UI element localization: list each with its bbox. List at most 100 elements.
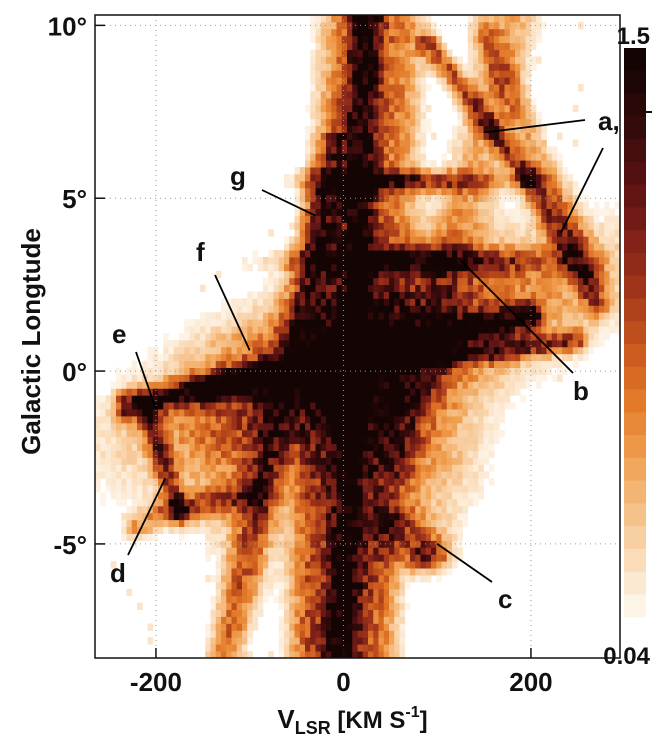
heatmap-cell bbox=[525, 97, 532, 106]
heatmap-cell bbox=[326, 630, 332, 638]
heatmap-cell bbox=[236, 602, 243, 610]
heatmap-cell bbox=[347, 104, 353, 113]
heatmap-cell bbox=[200, 422, 206, 431]
heatmap-cell bbox=[494, 284, 500, 292]
heatmap-cell bbox=[420, 333, 427, 341]
heatmap-cell bbox=[436, 471, 442, 479]
heatmap-cell bbox=[420, 305, 427, 313]
heatmap-cell bbox=[520, 167, 526, 175]
heatmap-cell bbox=[257, 519, 264, 528]
heatmap-cell bbox=[389, 457, 395, 465]
heatmap-cell bbox=[368, 416, 374, 424]
heatmap-cell bbox=[284, 457, 290, 465]
heatmap-cell bbox=[231, 436, 238, 445]
heatmap-cell bbox=[173, 478, 180, 486]
heatmap-cell bbox=[299, 492, 306, 500]
heatmap-cell bbox=[467, 146, 474, 154]
heatmap-cell bbox=[362, 346, 369, 355]
heatmap-cell bbox=[383, 588, 390, 597]
heatmap-cell bbox=[257, 485, 264, 493]
heatmap-cell bbox=[425, 222, 432, 230]
heatmap-cell bbox=[457, 353, 463, 362]
heatmap-cell bbox=[278, 263, 285, 272]
heatmap-cell bbox=[373, 512, 379, 521]
heatmap-cell bbox=[315, 485, 322, 493]
heatmap-cell bbox=[609, 215, 616, 223]
heatmap-cell bbox=[179, 464, 185, 472]
heatmap-cell bbox=[562, 243, 568, 251]
heatmap-cell bbox=[273, 595, 280, 604]
heatmap-cell bbox=[242, 256, 248, 265]
heatmap-cell bbox=[347, 616, 353, 624]
heatmap-cell bbox=[441, 526, 448, 534]
heatmap-cell bbox=[242, 498, 248, 507]
heatmap-cell bbox=[488, 478, 495, 486]
heatmap-cell bbox=[368, 201, 374, 209]
heatmap-cell bbox=[383, 568, 390, 576]
heatmap-cell bbox=[215, 422, 222, 431]
heatmap-cell bbox=[257, 498, 264, 507]
heatmap-cell bbox=[326, 554, 332, 562]
heatmap-cell bbox=[336, 644, 343, 652]
heatmap-cell bbox=[457, 139, 463, 147]
heatmap-cell bbox=[415, 194, 421, 203]
heatmap-cell bbox=[336, 263, 343, 272]
heatmap-cell bbox=[336, 215, 343, 223]
heatmap-cell bbox=[551, 215, 558, 223]
heatmap-cell bbox=[147, 353, 154, 362]
heatmap-cell bbox=[147, 498, 154, 507]
heatmap-cell bbox=[572, 270, 579, 279]
heatmap-cell bbox=[315, 360, 322, 369]
heatmap-cell bbox=[126, 381, 133, 389]
heatmap-cell bbox=[294, 595, 301, 604]
heatmap-cell bbox=[425, 505, 432, 514]
heatmap-cell bbox=[452, 174, 458, 182]
heatmap-cell bbox=[257, 409, 264, 417]
heatmap-cell bbox=[362, 457, 369, 465]
heatmap-cell bbox=[142, 360, 148, 369]
heatmap-cell bbox=[320, 215, 327, 223]
heatmap-cell bbox=[236, 595, 243, 604]
heatmap-cell bbox=[357, 125, 364, 133]
heatmap-cell bbox=[467, 215, 474, 223]
heatmap-cell bbox=[331, 540, 337, 548]
heatmap-cell bbox=[252, 547, 259, 555]
heatmap-cell bbox=[221, 588, 227, 597]
heatmap-cell bbox=[410, 298, 416, 306]
heatmap-cell bbox=[394, 194, 400, 203]
heatmap-cell bbox=[530, 339, 537, 348]
heatmap-cell bbox=[389, 236, 395, 244]
heatmap-cell bbox=[142, 492, 148, 500]
heatmap-cell bbox=[362, 519, 369, 528]
heatmap-cell bbox=[530, 236, 537, 244]
heatmap-cell bbox=[383, 277, 390, 286]
heatmap-cell bbox=[373, 243, 379, 251]
heatmap-cell bbox=[184, 346, 190, 355]
heatmap-cell bbox=[509, 236, 516, 244]
heatmap-cell bbox=[121, 450, 127, 458]
heatmap-cell bbox=[415, 319, 421, 327]
heatmap-cell bbox=[462, 416, 469, 424]
heatmap-cell bbox=[315, 284, 322, 292]
heatmap-cell bbox=[305, 201, 311, 209]
heatmap-cell bbox=[431, 194, 437, 203]
heatmap-cell bbox=[231, 478, 238, 486]
heatmap-cell bbox=[200, 333, 206, 341]
heatmap-cell bbox=[462, 215, 469, 223]
heatmap-cell bbox=[504, 402, 511, 410]
heatmap-cell bbox=[404, 422, 411, 431]
heatmap-cell bbox=[326, 547, 332, 555]
heatmap-cell bbox=[284, 540, 290, 548]
heatmap-cell bbox=[215, 326, 222, 334]
heatmap-cell bbox=[320, 132, 327, 140]
heatmap-cell bbox=[436, 236, 442, 244]
heatmap-cell bbox=[205, 367, 211, 375]
heatmap-cell bbox=[284, 270, 290, 279]
heatmap-cell bbox=[572, 319, 579, 327]
heatmap-cell bbox=[278, 326, 285, 334]
heatmap-cell bbox=[420, 222, 427, 230]
heatmap-cell bbox=[478, 139, 484, 147]
heatmap-cell bbox=[257, 457, 264, 465]
heatmap-cell bbox=[389, 464, 395, 472]
heatmap-cell bbox=[242, 651, 248, 658]
